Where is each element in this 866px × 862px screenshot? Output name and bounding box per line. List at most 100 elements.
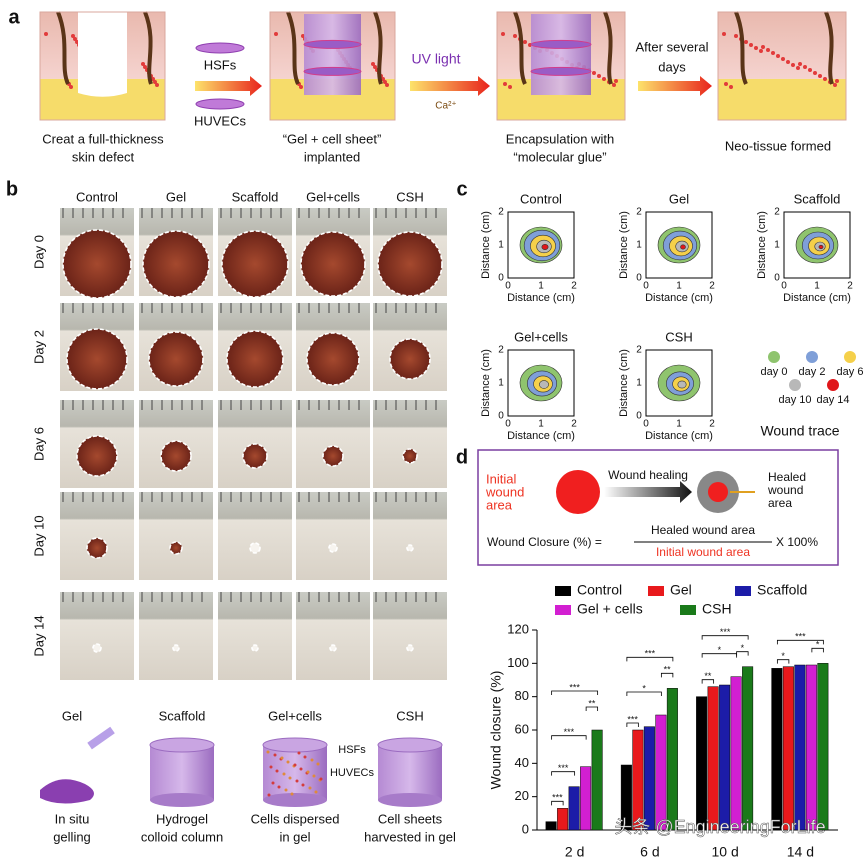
cell [282, 772, 286, 776]
photo [139, 492, 213, 580]
schematic-title: Scaffold [159, 708, 206, 723]
cell-dot [503, 82, 507, 86]
cell-dot [786, 60, 790, 64]
photo [296, 400, 370, 488]
cell-dot [749, 43, 753, 47]
y-tick-label: 0 [636, 411, 642, 422]
hair [143, 11, 153, 85]
cell-dot [754, 46, 758, 50]
label: colloid column [141, 829, 223, 844]
legend-label: day 10 [778, 394, 811, 406]
bar [817, 663, 829, 831]
cell-dot [803, 65, 807, 69]
label: gelling [53, 829, 91, 844]
y-axis-label: Distance (cm) [480, 349, 492, 417]
legend-swatch [844, 351, 856, 363]
cell-dot [44, 32, 48, 36]
panel-label: b [6, 178, 18, 200]
bar [655, 714, 667, 831]
y-tick-label: 0 [498, 411, 504, 422]
wound [251, 644, 259, 652]
syringe [87, 726, 115, 750]
hair [513, 11, 527, 85]
significance-label: * [718, 645, 722, 655]
legend-title: Wound trace [760, 423, 839, 439]
panel-label: a [8, 6, 20, 28]
cell-sheet [303, 66, 362, 76]
wound-trace [541, 244, 549, 251]
plot-title: Gel+cells [514, 329, 568, 344]
y-axis-label: Distance (cm) [618, 211, 630, 279]
panel-label: c [456, 178, 467, 200]
bar [591, 729, 603, 831]
y-tick-label: 40 [515, 755, 529, 770]
schematic-title: CSH [396, 708, 423, 723]
label: Wound healing [608, 468, 688, 482]
scaffold-cylinder [150, 745, 214, 800]
x-tick-label: 1 [538, 419, 544, 430]
cell-dot [614, 79, 618, 83]
hair [603, 11, 613, 85]
x-tick-label: 2 [571, 281, 577, 292]
legend-label: Scaffold [757, 582, 807, 598]
cell-dot [813, 71, 817, 75]
gel-drop [40, 779, 94, 804]
photo [296, 492, 370, 580]
wound [169, 541, 183, 555]
label: in gel [279, 829, 310, 844]
cell [284, 788, 288, 792]
significance-bracket [551, 690, 599, 695]
label: Hydrogel [156, 811, 208, 826]
y-tick-label: 1 [636, 378, 642, 389]
cell [308, 786, 312, 790]
label: days [658, 59, 686, 74]
cell-dot [776, 54, 780, 58]
significance-bracket [585, 706, 599, 711]
cell-dot [761, 45, 765, 49]
label: “molecular glue” [513, 149, 606, 164]
x-tick-label: 1 [814, 281, 820, 292]
label: HUVECs [330, 767, 375, 779]
legend-label: day 14 [816, 394, 849, 406]
wound [86, 537, 108, 559]
cell-dot [299, 85, 303, 89]
cell [273, 753, 277, 757]
column-header: Scaffold [232, 189, 279, 204]
x-tick-label: 6 d [640, 844, 659, 860]
cell [267, 793, 271, 797]
y-tick-label: 1 [774, 240, 780, 251]
significance-label: * [781, 651, 785, 661]
cell-dot [73, 37, 77, 41]
y-tick-label: 2 [636, 207, 642, 218]
gel-column [304, 14, 361, 95]
significance-bracket [626, 722, 639, 727]
label: area [768, 496, 792, 510]
label: Wound Closure (%) = [487, 535, 602, 549]
y-axis-label: Wound closure (%) [488, 671, 504, 790]
wound [377, 231, 443, 297]
label: HUVECs [194, 113, 247, 128]
wound-trace [818, 244, 824, 250]
watermark: 头条 @EngineeringForLife [614, 817, 825, 837]
significance-label: *** [552, 793, 563, 803]
cell [275, 769, 279, 773]
significance-bracket [701, 635, 749, 640]
bar [620, 764, 632, 831]
cell-dot [592, 71, 596, 75]
csh-cylinder [378, 745, 442, 800]
label: X 100% [776, 535, 818, 549]
skin-layer [718, 12, 846, 79]
scaffold-top [149, 737, 215, 753]
significance-label: ** [664, 665, 672, 675]
arrow [638, 76, 712, 96]
x-tick-label: 2 [709, 419, 715, 430]
label: wound [767, 483, 803, 497]
label: area [486, 497, 513, 512]
cell-dot [734, 34, 738, 38]
frame [269, 11, 396, 121]
cell [316, 762, 320, 766]
label: Ca²⁺ [435, 101, 456, 112]
label: Healed wound area [651, 523, 755, 537]
y-tick-label: 0 [636, 273, 642, 284]
x-axis-label: Distance (cm) [645, 292, 713, 304]
